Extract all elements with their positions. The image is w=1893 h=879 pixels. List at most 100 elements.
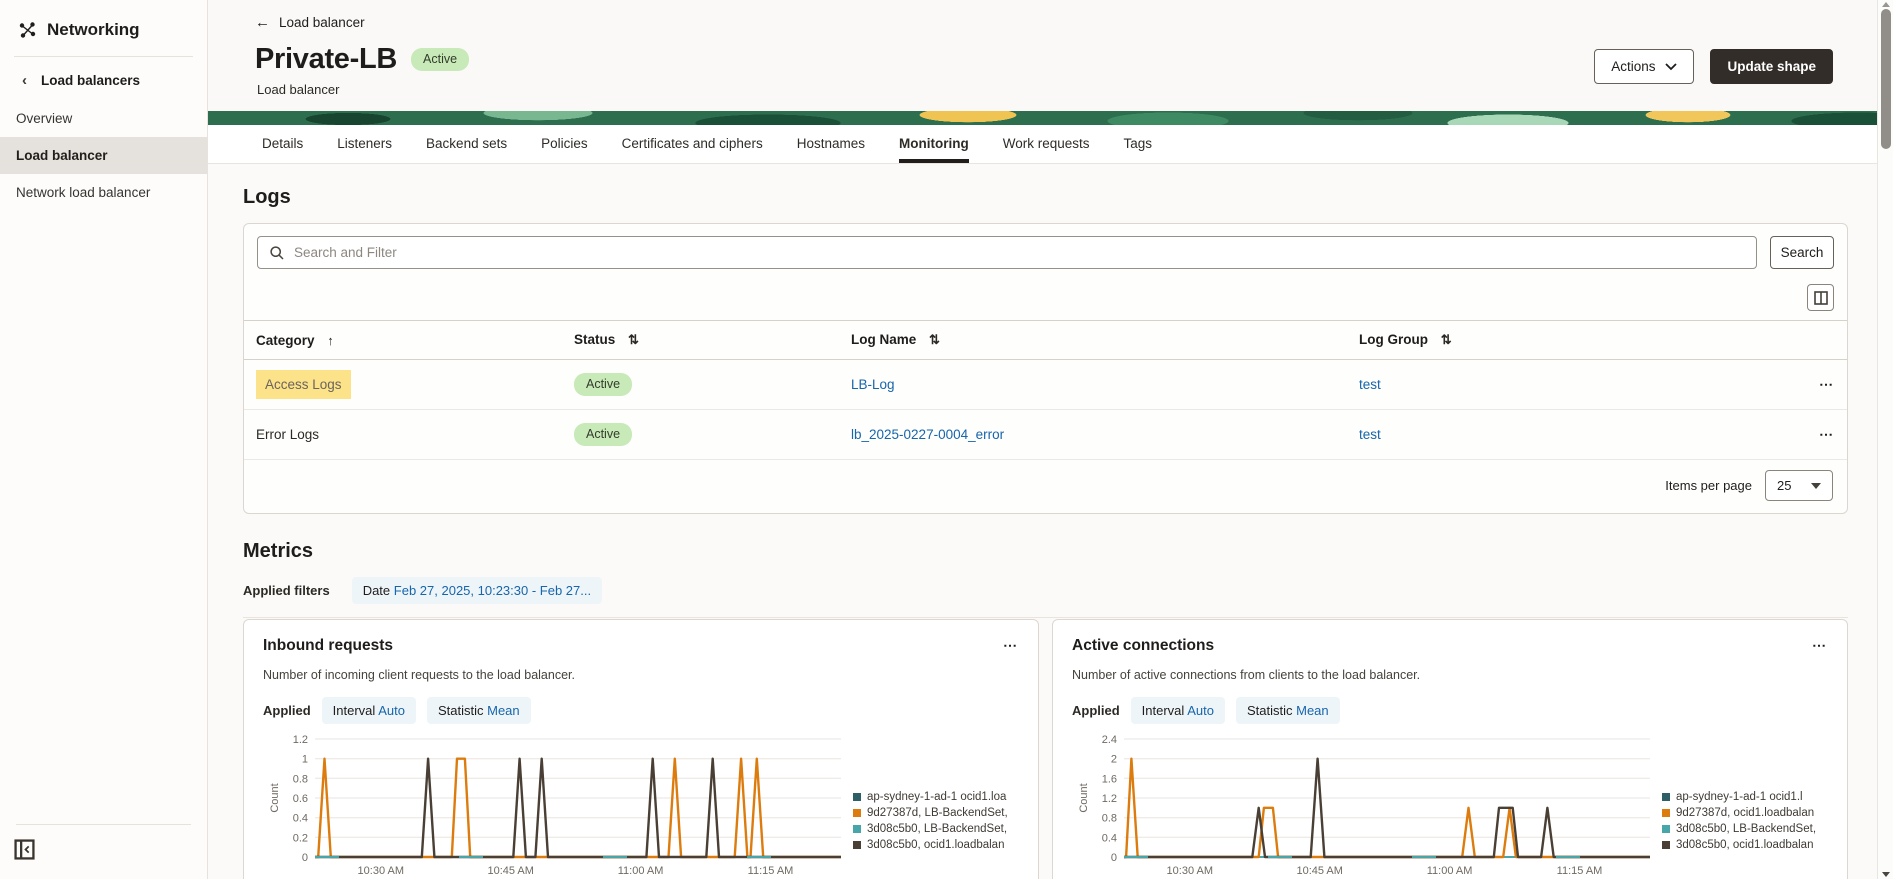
column-picker-button[interactable] (1807, 284, 1834, 311)
legend-item: ap-sydney-1-ad-1 ocid1.l (1662, 789, 1828, 805)
svg-text:1.6: 1.6 (1102, 773, 1117, 785)
applied-label: Applied (1072, 703, 1120, 718)
scrollbar-thumb[interactable] (1881, 9, 1891, 149)
sidebar-back-label: Load balancers (41, 73, 140, 88)
svg-text:0.2: 0.2 (293, 832, 308, 844)
chart-legend: ap-sydney-1-ad-1 ocid1.l9d27387d, ocid1.… (1662, 733, 1828, 879)
columns-icon (1814, 291, 1828, 305)
column-header-status[interactable]: Status ⇅ (562, 321, 839, 360)
tab-policies[interactable]: Policies (541, 125, 588, 163)
log-group-link[interactable]: test (1359, 427, 1381, 442)
category-cell: Error Logs (256, 420, 319, 449)
statistic-chip[interactable]: Statistic Mean (1236, 697, 1340, 724)
svg-text:Count: Count (1078, 783, 1090, 812)
main-area: ← Load balancer Private-LB Active Load b… (208, 0, 1877, 879)
tab-work-requests[interactable]: Work requests (1003, 125, 1090, 163)
column-header-category[interactable]: Category ↑ (244, 321, 562, 360)
search-box (257, 236, 1757, 269)
tab-tags[interactable]: Tags (1124, 125, 1153, 163)
svg-text:10:30 AM: 10:30 AM (1167, 865, 1213, 877)
update-shape-button-label: Update shape (1727, 59, 1816, 74)
metrics-heading: Metrics (243, 540, 1848, 563)
interval-chip[interactable]: Interval Auto (322, 697, 416, 724)
pagination: Items per page 25 (244, 460, 1847, 513)
actions-button-label: Actions (1611, 59, 1655, 74)
column-header-log-group[interactable]: Log Group ⇅ (1347, 321, 1795, 360)
page-header: ← Load balancer Private-LB Active Load b… (208, 0, 1877, 111)
scroll-up-icon[interactable] (1882, 2, 1890, 7)
sort-icon[interactable]: ⇅ (628, 332, 639, 347)
log-group-link[interactable]: test (1359, 377, 1381, 392)
items-per-page-select[interactable]: 25 (1765, 470, 1833, 501)
tab-backend-sets[interactable]: Backend sets (426, 125, 507, 163)
card-title: Active connections (1072, 637, 1214, 655)
sidebar-item-network-load-balancer[interactable]: Network load balancer (0, 174, 207, 211)
applied-filters-label: Applied filters (243, 583, 330, 598)
log-name-link[interactable]: lb_2025-0227-0004_error (851, 427, 1004, 442)
tab-monitoring[interactable]: Monitoring (899, 125, 969, 163)
svg-text:2: 2 (1111, 754, 1117, 766)
legend-swatch (853, 841, 861, 849)
decorative-banner (208, 111, 1877, 125)
logs-table: Category ↑ Status ⇅ Log Name ⇅ (244, 320, 1847, 460)
interval-value: Auto (378, 703, 405, 718)
column-label: Status (574, 332, 615, 347)
svg-text:10:45 AM: 10:45 AM (1296, 865, 1342, 877)
tab-certificates-and-ciphers[interactable]: Certificates and ciphers (622, 125, 763, 163)
scroll-down-icon[interactable] (1882, 872, 1890, 877)
row-actions-button[interactable]: ⋯ (1819, 376, 1835, 392)
legend-item: 3d08c5b0, LB-BackendSet, (1662, 821, 1828, 837)
statistic-value: Mean (1296, 703, 1329, 718)
actions-button[interactable]: Actions (1594, 49, 1694, 84)
status-badge: Active (574, 423, 632, 446)
breadcrumb[interactable]: ← Load balancer (255, 14, 1853, 31)
legend-swatch (853, 793, 861, 801)
card-menu-button[interactable]: ⋯ (1003, 637, 1019, 654)
svg-text:11:15 AM: 11:15 AM (748, 865, 794, 877)
search-button[interactable]: Search (1770, 236, 1834, 269)
applied-filters-row: Applied filters Date Feb 27, 2025, 10:23… (243, 577, 1848, 604)
sidebar-item-overview[interactable]: Overview (0, 100, 207, 137)
logs-panel: Search Category (243, 223, 1848, 514)
table-header-row: Category ↑ Status ⇅ Log Name ⇅ (244, 321, 1847, 360)
sidebar-title: Networking (47, 20, 140, 40)
vertical-scrollbar[interactable] (1877, 0, 1893, 879)
legend-item: ap-sydney-1-ad-1 ocid1.loa (853, 789, 1019, 805)
items-per-page-label: Items per page (1665, 478, 1752, 493)
svg-text:1: 1 (302, 754, 308, 766)
applied-label: Applied (263, 703, 311, 718)
legend-swatch (1662, 841, 1670, 849)
sidebar: Networking ‹ Load balancers Overview Loa… (0, 0, 208, 879)
status-badge: Active (574, 373, 632, 396)
interval-value: Auto (1187, 703, 1214, 718)
sort-ascending-icon[interactable]: ↑ (327, 333, 334, 348)
log-name-link[interactable]: LB-Log (851, 377, 895, 392)
legend-label: 3d08c5b0, ocid1.loadbalan (867, 839, 1004, 851)
update-shape-button[interactable]: Update shape (1710, 49, 1833, 84)
row-actions-button[interactable]: ⋯ (1819, 426, 1835, 442)
sidebar-back-load-balancers[interactable]: ‹ Load balancers (0, 57, 207, 100)
svg-text:11:15 AM: 11:15 AM (1557, 865, 1603, 877)
interval-chip[interactable]: Interval Auto (1131, 697, 1225, 724)
sidebar-footer (0, 812, 207, 879)
tab-hostnames[interactable]: Hostnames (797, 125, 865, 163)
svg-text:10:45 AM: 10:45 AM (487, 865, 533, 877)
sidebar-item-load-balancer[interactable]: Load balancer (0, 137, 207, 174)
active-connections-chart: 00.40.81.21.622.410:30 AMFeb 27, 202510:… (1072, 733, 1662, 879)
date-filter-chip[interactable]: Date Feb 27, 2025, 10:23:30 - Feb 27... (352, 577, 602, 604)
card-menu-button[interactable]: ⋯ (1812, 637, 1828, 654)
app-window: Networking ‹ Load balancers Overview Loa… (0, 0, 1893, 879)
column-header-log-name[interactable]: Log Name ⇅ (839, 321, 1347, 360)
legend-swatch (1662, 809, 1670, 817)
page-subtitle: Load balancer (257, 82, 469, 97)
tab-listeners[interactable]: Listeners (337, 125, 392, 163)
collapse-panel-icon[interactable] (14, 839, 35, 860)
sort-icon[interactable]: ⇅ (1441, 332, 1452, 347)
statistic-chip[interactable]: Statistic Mean (427, 697, 531, 724)
search-input[interactable] (294, 245, 1745, 260)
sort-icon[interactable]: ⇅ (929, 332, 940, 347)
logs-heading: Logs (243, 186, 1848, 209)
active-connections-card: Active connections ⋯ Number of active co… (1052, 619, 1848, 879)
tab-details[interactable]: Details (262, 125, 303, 163)
legend-item: 9d27387d, LB-BackendSet, (853, 805, 1019, 821)
